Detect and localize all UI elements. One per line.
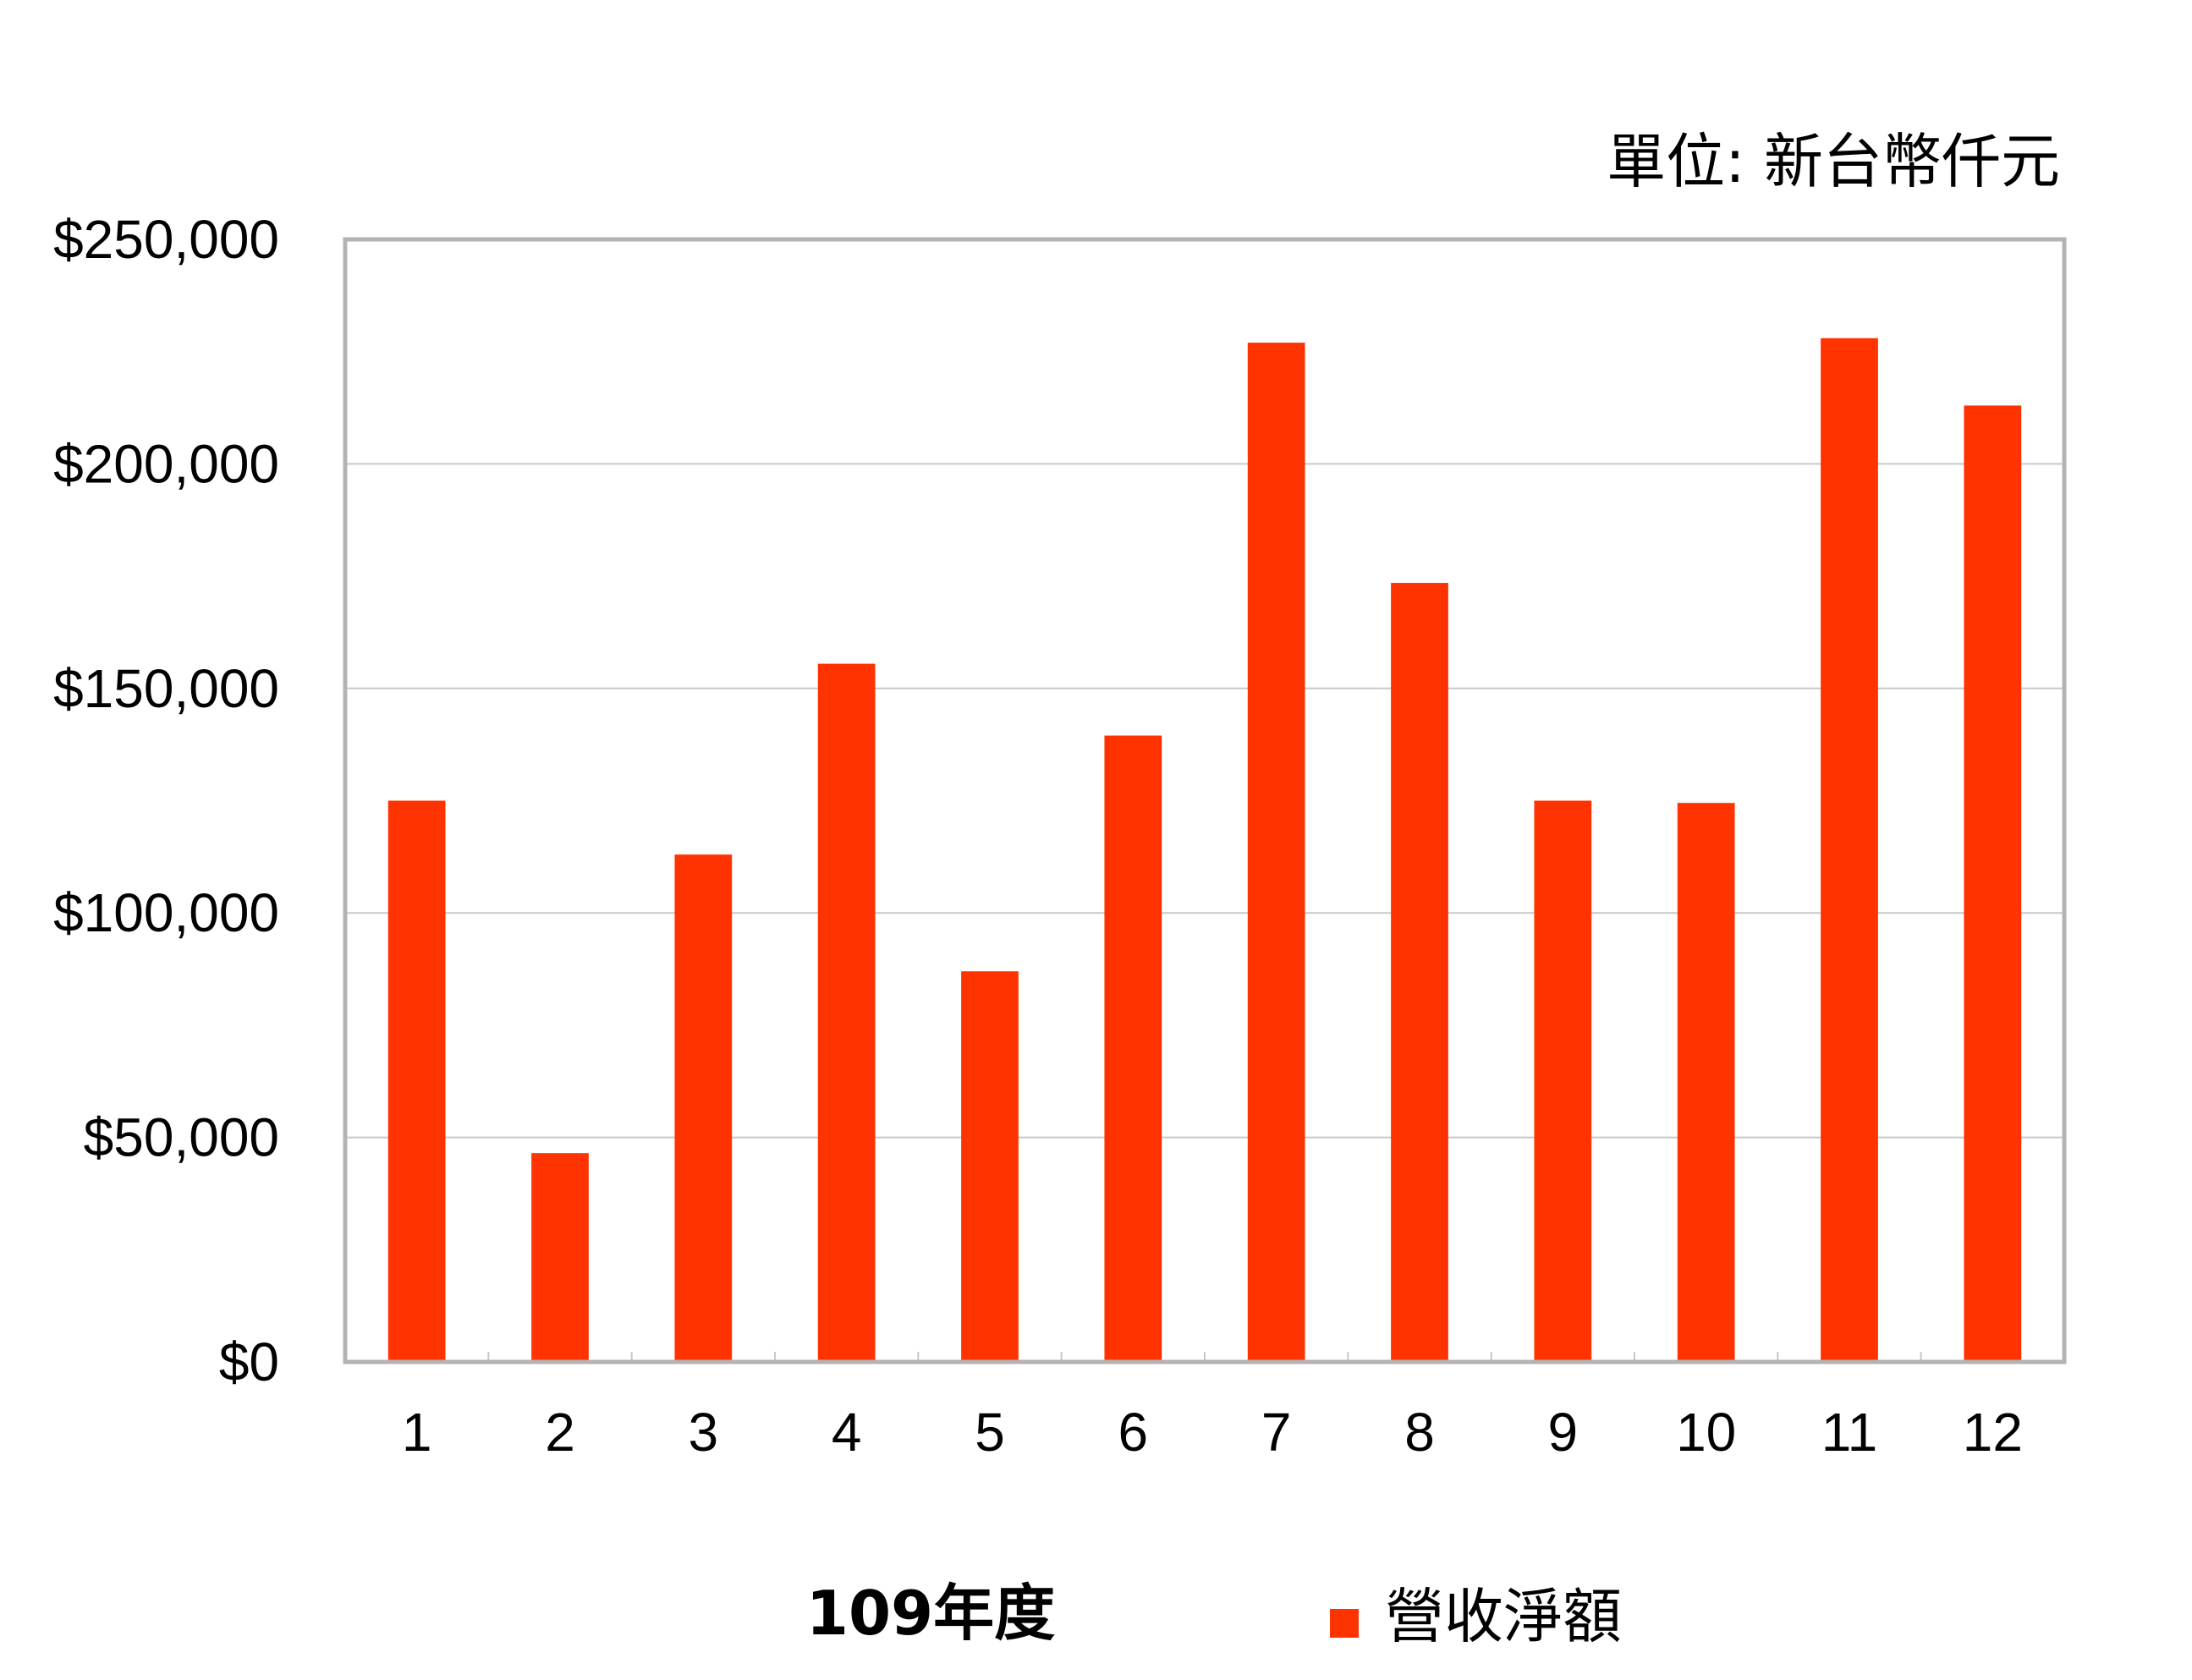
x-tick-label: 3 bbox=[689, 1402, 719, 1463]
x-tick-label: 11 bbox=[1821, 1402, 1877, 1463]
x-tick-label: 8 bbox=[1404, 1402, 1435, 1463]
x-tick-label: 2 bbox=[545, 1402, 575, 1463]
x-axis-label: 109年度 bbox=[806, 1578, 1055, 1649]
x-tick-label: 7 bbox=[1261, 1402, 1292, 1463]
y-tick-label: $50,000 bbox=[84, 1107, 279, 1168]
x-tick-label: 10 bbox=[1676, 1402, 1736, 1463]
x-tick-label: 9 bbox=[1548, 1402, 1579, 1463]
bar-month-2 bbox=[531, 1153, 589, 1362]
plot-frame bbox=[343, 237, 2067, 1364]
x-tick-label: 5 bbox=[975, 1402, 1005, 1463]
bar-month-8 bbox=[1391, 583, 1448, 1362]
y-tick-label: $250,000 bbox=[53, 209, 279, 270]
legend-label: 營收淨額 bbox=[1385, 1582, 1622, 1651]
y-tick-label: $200,000 bbox=[53, 433, 279, 494]
y-axis-ticks: $0 $50,000 $100,000 $150,000 $200,000 $250,00… bbox=[53, 209, 279, 1392]
unit-label: 單位: 新台幣仟元 bbox=[1607, 127, 2060, 196]
y-tick-label: $150,000 bbox=[53, 658, 279, 719]
bar-month-12 bbox=[1964, 405, 2022, 1362]
legend-swatch bbox=[1330, 1609, 1359, 1638]
bars bbox=[387, 338, 2022, 1363]
bar-month-3 bbox=[674, 854, 733, 1362]
y-tick-label: $0 bbox=[219, 1331, 279, 1392]
bar-month-6 bbox=[1104, 735, 1162, 1362]
bar-month-10 bbox=[1677, 803, 1735, 1362]
x-tick-label: 6 bbox=[1118, 1402, 1149, 1463]
bar-month-11 bbox=[1821, 338, 1878, 1362]
x-tick-label: 1 bbox=[402, 1402, 432, 1463]
legend: 營收淨額 bbox=[1330, 1582, 1622, 1651]
bar-month-1 bbox=[387, 800, 446, 1362]
bar-month-9 bbox=[1534, 800, 1592, 1362]
gridlines bbox=[345, 463, 2064, 1139]
bar-month-4 bbox=[817, 663, 876, 1362]
bar-month-7 bbox=[1247, 343, 1305, 1363]
bar-month-5 bbox=[961, 971, 1019, 1362]
x-tick-label: 4 bbox=[832, 1402, 862, 1463]
x-tick-label: 12 bbox=[1963, 1402, 2023, 1463]
x-axis-ticks: 1 2 3 4 5 6 7 8 9 10 11 12 bbox=[402, 1352, 2023, 1463]
y-tick-label: $100,000 bbox=[53, 882, 279, 943]
